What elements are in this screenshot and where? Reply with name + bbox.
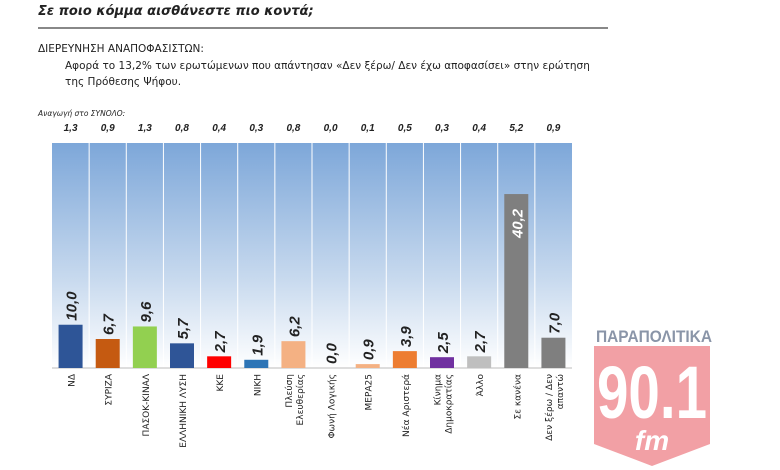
total-reduction-value: 1,3 [138,123,152,134]
data-label: 10,0 [64,291,81,321]
bar [58,324,83,368]
subtitle: ΔΙΕΡΕΥΝΗΣΗ ΑΝΑΠΟΦΑΣΙΣΤΩΝ: [38,43,204,55]
data-label: 5,7 [175,318,192,340]
category-label: Ελευθερίας [296,374,306,425]
category-label: Σε κανένα [512,374,523,420]
bar [170,343,194,368]
page-title: Σε ποιο κόμμα αισθάνεστε πιο κοντά; [38,4,314,19]
data-label: 0,0 [324,342,341,364]
total-reduction-value: 0,9 [546,123,560,134]
title-divider [38,27,608,29]
category-label: απαντώ [555,374,566,409]
category-label: ΜΕΡΑ25 [365,374,375,411]
data-label: 0,9 [361,339,378,361]
bar [281,341,306,368]
total-reduction-value: 0,5 [398,123,412,134]
data-label: 2,7 [472,331,489,354]
total-reduction-value: 0,3 [435,123,449,134]
svg-text:ΠΑΡΑΠΟΛΙΤΙΚΑ: ΠΑΡΑΠΟΛΙΤΙΚΑ [596,327,712,346]
description: Αφορά το 13,2% των ερωτώμενων που απάντη… [65,60,590,88]
category-label: ΕΛΛΗΝΙΚΗ ΛΥΣΗ [179,374,189,448]
data-label: 6,2 [286,316,303,338]
total-reduction-value: 0,9 [101,123,115,134]
bar [504,194,529,368]
category-label: ΠΑΣΟΚ-ΚΙΝΑΛ [142,373,152,436]
category-label: Άλλο [476,374,486,397]
total-reduction-value: 0,1 [361,123,375,134]
total-reduction-value: 5,2 [509,123,523,134]
category-label: Νέα Αριστερά [401,374,412,437]
bar [207,356,232,368]
data-label: 2,5 [435,332,452,355]
bar [541,337,566,368]
radio-logo: ΠΑΡΑΠΟΛΙΤΙΚΑ 90.1 fm [594,327,712,466]
reduction-label: Αναγωγή στο ΣΥΝΟΛΟ: [38,109,126,118]
total-reduction-value: 0,8 [286,123,300,134]
data-label: 1,9 [249,334,266,356]
category-label: ΚΚΕ [216,374,226,392]
bar [355,364,380,368]
bar [95,339,120,368]
data-label: 40,2 [509,208,526,239]
bar [392,351,417,368]
svg-text:fm: fm [635,425,669,456]
bar [430,357,454,368]
category-label: Πλεύση [284,374,295,408]
data-label: 7,0 [546,312,563,334]
data-label: 9,6 [138,301,155,323]
category-label: Φωνή Λογικής [328,374,338,439]
total-reduction-value: 0,3 [249,123,263,134]
bar [467,356,492,368]
total-reduction-value: 0,0 [324,123,338,134]
total-reduction-value: 0,4 [212,123,226,134]
category-label: ΣΥΡΙΖΑ [105,373,115,405]
total-reduction-value: 0,4 [472,123,486,134]
data-label: 6,7 [101,313,118,335]
total-reduction-value: 1,3 [64,123,78,134]
category-label: ΝΙΚΗ [253,374,263,396]
data-label: 2,7 [212,331,229,354]
bar [244,359,269,368]
category-label: Κίνημα [434,374,444,405]
total-reduction-value: 0,8 [175,123,189,134]
bar [132,326,157,368]
data-label: 3,9 [398,326,415,348]
category-label: Δημοκρατίας [445,374,455,434]
category-label: ΝΔ [68,373,78,387]
svg-text:90.1: 90.1 [597,351,707,434]
category-label: Δεν ξέρω / Δεν [544,374,555,441]
